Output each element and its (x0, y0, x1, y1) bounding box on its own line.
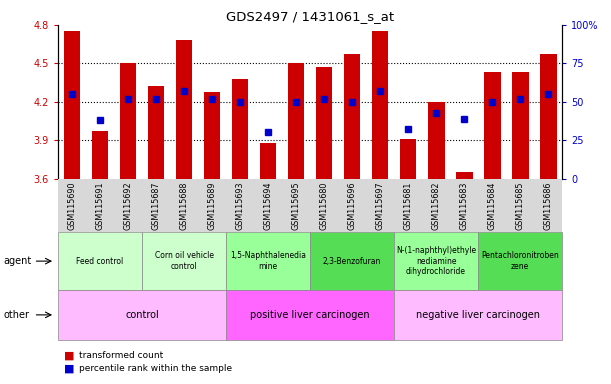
Text: positive liver carcinogen: positive liver carcinogen (251, 310, 370, 320)
Bar (64, 31, 81, 384)
Text: GSM115680: GSM115680 (320, 181, 329, 230)
Bar (316, 67, 332, 384)
Text: control: control (125, 310, 159, 320)
Text: ■: ■ (64, 350, 75, 360)
Bar (120, 63, 136, 384)
Bar (456, 172, 472, 384)
Bar (148, 86, 164, 384)
Text: 2,3-Benzofuran: 2,3-Benzofuran (323, 257, 381, 266)
Bar (540, 55, 557, 384)
Text: GSM115694: GSM115694 (263, 181, 273, 230)
Text: GSM115681: GSM115681 (404, 181, 412, 230)
Bar (484, 72, 500, 384)
Bar (400, 139, 417, 384)
Text: GSM115697: GSM115697 (376, 181, 384, 230)
Text: GSM115684: GSM115684 (488, 181, 497, 230)
Text: GSM115691: GSM115691 (95, 181, 104, 230)
Text: agent: agent (3, 256, 31, 266)
Text: GSM115688: GSM115688 (180, 181, 189, 230)
Text: GSM115683: GSM115683 (459, 181, 469, 230)
Bar (92, 131, 109, 384)
Text: negative liver carcinogen: negative liver carcinogen (416, 310, 540, 320)
Bar (176, 40, 192, 384)
Bar (232, 79, 249, 384)
Bar (511, 72, 529, 384)
Text: 1,5-Naphthalenedia
mine: 1,5-Naphthalenedia mine (230, 252, 306, 271)
Text: GSM115685: GSM115685 (516, 181, 525, 230)
Bar (371, 31, 389, 384)
Text: other: other (3, 310, 29, 320)
Text: GSM115696: GSM115696 (348, 181, 357, 230)
Text: GSM115693: GSM115693 (236, 181, 244, 230)
Text: percentile rank within the sample: percentile rank within the sample (79, 364, 233, 373)
Text: Corn oil vehicle
control: Corn oil vehicle control (155, 252, 214, 271)
Text: Pentachloronitroben
zene: Pentachloronitroben zene (481, 252, 559, 271)
Text: GSM115695: GSM115695 (291, 181, 301, 230)
Text: GSM115686: GSM115686 (544, 181, 552, 230)
Text: GSM115692: GSM115692 (123, 181, 133, 230)
Text: N-(1-naphthyl)ethyle
nediamine
dihydrochloride: N-(1-naphthyl)ethyle nediamine dihydroch… (396, 246, 476, 276)
Text: Feed control: Feed control (76, 257, 123, 266)
Text: GSM115687: GSM115687 (152, 181, 161, 230)
Bar (428, 102, 444, 384)
Text: GSM115682: GSM115682 (431, 181, 441, 230)
Text: transformed count: transformed count (79, 351, 164, 360)
Bar (288, 63, 304, 384)
Bar (343, 55, 360, 384)
Text: GDS2497 / 1431061_s_at: GDS2497 / 1431061_s_at (226, 10, 394, 23)
Text: GSM115690: GSM115690 (68, 181, 76, 230)
Text: GSM115689: GSM115689 (208, 181, 216, 230)
Bar (260, 143, 276, 384)
Bar (203, 91, 221, 384)
Text: ■: ■ (64, 364, 75, 374)
